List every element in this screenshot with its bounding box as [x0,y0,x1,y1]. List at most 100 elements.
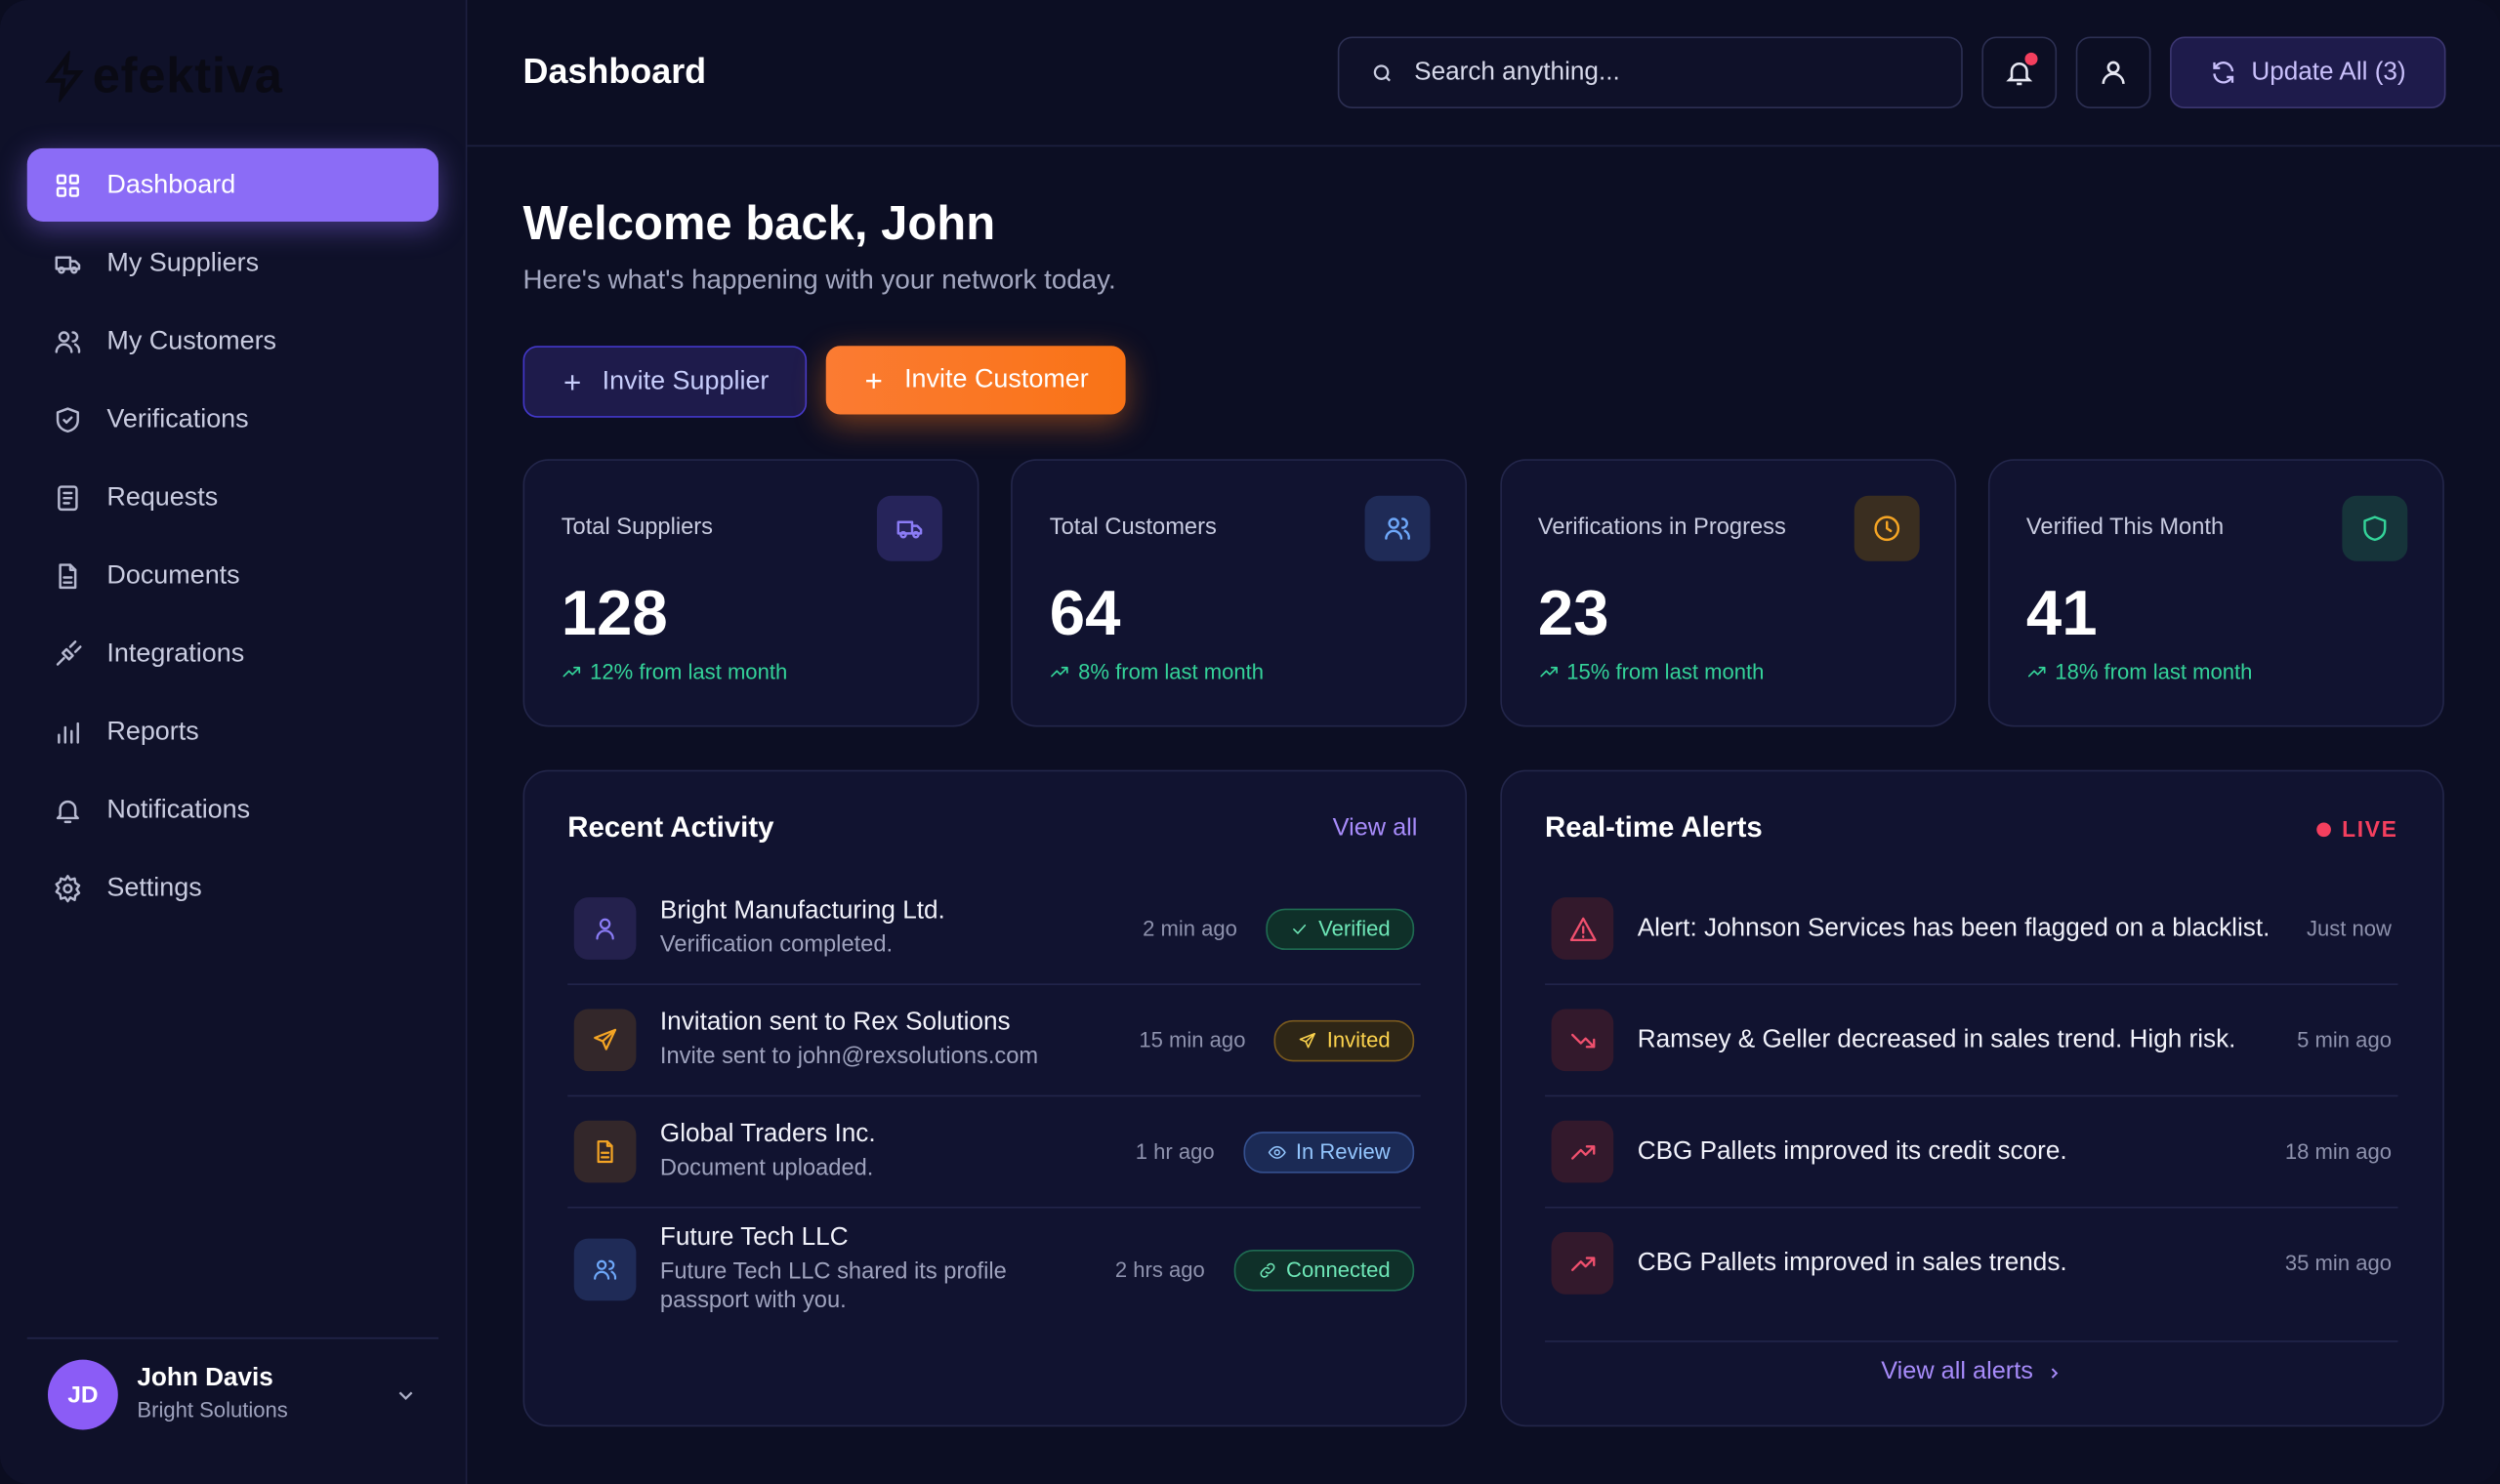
icon [866,372,882,389]
status-badge: In Review [1243,1131,1415,1173]
activity-row[interactable]: Bright Manufacturing Ltd. Verification co… [567,874,1421,985]
nav-item[interactable]: Integrations [27,617,438,690]
update-button[interactable]: Update All (3) [2170,36,2446,109]
icon-part [1385,517,1411,540]
invite-supplier[interactable]: Invite Supplier [522,346,808,418]
alert-time: 5 min ago [2297,1028,2392,1052]
icon-part [1373,63,1390,80]
nav-label: My Customers [106,325,277,355]
alert-row[interactable]: Ramsey & Geller decreased in sales trend… [1545,985,2398,1097]
brand: efektiva [92,47,283,104]
alert-row[interactable]: CBG Pallets improved in sales trends. 35… [1545,1209,2397,1319]
icon [1570,1256,1595,1271]
status-label: Connected [1286,1257,1391,1282]
nav-item[interactable]: Requests [27,461,438,534]
icon [1293,924,1307,933]
icon-part [594,1259,617,1280]
nav-label: Documents [106,559,240,590]
nav-item[interactable]: Dashboard [26,147,438,222]
avatar[interactable]: JD [47,1359,118,1430]
activity-row[interactable]: Future Tech LLC Future Tech LLC shared it… [567,1209,1420,1332]
activity-title: Bright Manufacturing Ltd. [659,897,945,925]
stat-change: 15% from last month [1538,659,1765,684]
icon-part [1539,666,1558,678]
icon-part [1293,924,1307,933]
activity-subtitle: Future Tech LLC shared its profile passp… [659,1258,1007,1314]
activity-text: Global Traders Inc. Document uploaded. [660,1121,1136,1183]
icon-part [58,721,79,743]
stat-icon [1365,495,1431,561]
topbar [467,0,2500,147]
icon-part [1268,1145,1286,1159]
icon [1373,63,1391,81]
stat-value: 64 [1049,578,1121,649]
icon [2006,62,2033,86]
view-all[interactable]: View all [1332,814,1418,843]
nav-item[interactable]: Documents [27,539,438,612]
icon [55,330,81,352]
icon-part [2027,666,2046,678]
panel-title: Real-time Alerts [1545,811,1763,844]
nav-item[interactable]: Verifications [27,383,438,456]
stat-card: Total Customers 64 8% from last month [1011,459,1468,727]
stat-change: 12% from last month [562,659,788,684]
status-badge: Connected [1233,1249,1415,1291]
icon-part [55,330,81,352]
view-all-alerts-label: View all alerts [1881,1358,2033,1385]
stat-change: 8% from last month [1050,660,1264,683]
invite-supplier-label: Invite Supplier [602,366,770,395]
user-name: John Davis [137,1364,273,1392]
icon [2213,62,2234,84]
activity-icon [573,897,637,960]
bell-button[interactable] [1981,36,2058,109]
stat-card: Verifications in Progress 23 15% from la… [1499,459,1956,727]
icon [56,173,79,196]
nav-item[interactable]: Settings [27,851,438,925]
icon [56,800,79,823]
icon [1268,1145,1286,1159]
nav-item[interactable]: My Suppliers [27,227,438,300]
activity-row[interactable]: Global Traders Inc. Document uploaded. 1 … [567,1096,1421,1209]
icon-part [62,883,73,893]
live-label: LIVE [2342,815,2398,843]
icon [1385,517,1411,540]
activity-title: Global Traders Inc. [659,1120,876,1148]
activity-title: Invitation sent to Rex Solutions [659,1009,1011,1037]
stat-change-label: 15% from last month [1566,659,1765,684]
profile-button[interactable] [2075,36,2151,109]
search[interactable]: Search anything... [1337,36,1963,109]
nav-label: My Suppliers [106,247,260,277]
view-all-alerts[interactable]: View all alerts [1502,1358,2442,1386]
alert-row[interactable]: Alert: Johnson Services has been flagged… [1545,874,2398,985]
stat-change-label: 8% from last month [1078,659,1265,684]
chevron[interactable] [394,1383,417,1407]
icon [55,874,81,902]
alert-row[interactable]: CBG Pallets improved its credit score. 1… [1545,1096,2398,1209]
stat-change-label: 12% from last month [590,659,788,684]
activity-row[interactable]: Invitation sent to Rex Solutions Invite s… [567,985,1421,1097]
nav-item[interactable]: My Customers [27,305,438,378]
page-title: Dashboard [522,51,707,92]
icon-part [1385,75,1391,81]
invite-customer[interactable]: Invite Customer [825,346,1126,415]
update-label: Update All (3) [2251,58,2406,86]
icon [896,520,923,539]
logo: efektiva [41,48,282,105]
alert-text: CBG Pallets improved its credit score. [1637,1136,2067,1165]
stat-card: Verified This Month 41 18% from last mon… [1987,459,2444,727]
icon [56,406,79,433]
nav-item[interactable]: Notifications [27,773,438,846]
icon-part [1570,1033,1595,1048]
activity-subtitle: Invite sent to john@rexsolutions.com [659,1044,1039,1070]
nav-item[interactable]: Reports [27,695,438,768]
icon-part [1873,515,1899,542]
icon-part [2102,72,2125,85]
activity-time: 2 hrs ago [1114,1257,1205,1282]
icon-part [58,330,70,342]
stat-change: 18% from last month [2026,660,2252,683]
icon-part [1305,1032,1316,1042]
icon-part [58,484,78,511]
icon [1259,1261,1274,1277]
icon-part [564,374,580,390]
alert-time: Just now [2306,916,2392,941]
